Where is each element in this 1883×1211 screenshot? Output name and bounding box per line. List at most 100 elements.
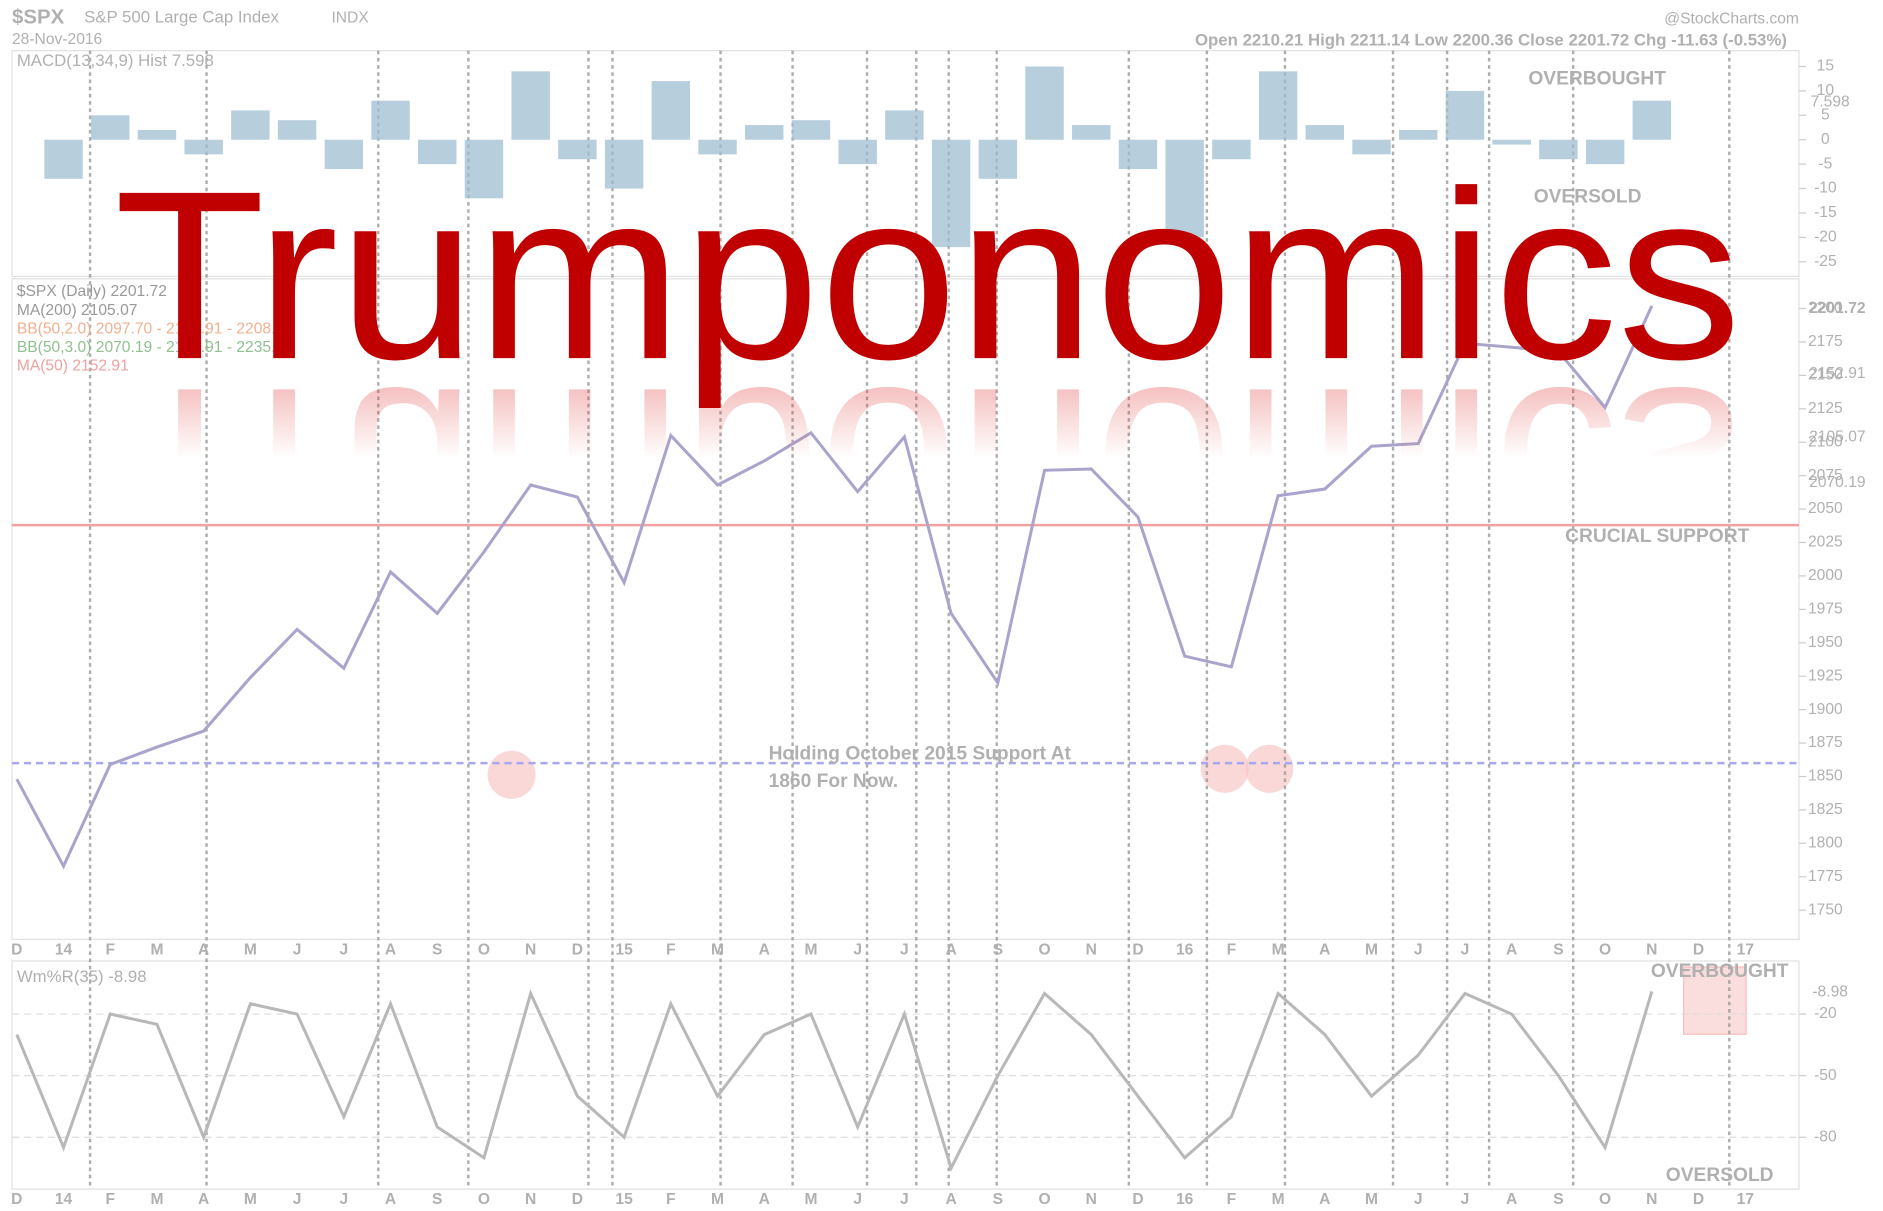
macd-bar [1352,139,1391,155]
headline-reflection: Trumponomics [114,338,1741,606]
x-tick-label: J [1414,941,1423,958]
x-tick-label: M [711,1191,724,1208]
x-tick-label: F [105,941,115,958]
panel-title: Wm%R(35) -8.98 [17,967,147,986]
legend-entry: MA(50) 2152.91 [17,358,129,375]
annotation: OVERSOLD [1534,186,1642,207]
y-tick-label: 1950 [1808,634,1843,651]
macd-bar [418,139,457,165]
y-tick-label: 2200 [1808,300,1843,317]
y-tick-label: 2000 [1808,567,1843,584]
macd-bar [184,139,223,155]
x-tick-label: M [244,1191,257,1208]
y-tick-label: 2050 [1808,500,1843,517]
x-tick-label: J [1414,1191,1423,1208]
y-tick-label: 2175 [1808,333,1843,350]
y-tick-label: 1875 [1808,734,1843,751]
macd-bar [1212,139,1251,160]
x-tick-label: D [1132,941,1143,958]
y-tick-label: 0 [1821,131,1830,148]
macd-bar [1305,125,1345,140]
legend-entry: MA(200) 2105.07 [17,302,138,319]
x-tick-label: M [244,941,257,958]
y-tick-label: 1925 [1808,667,1843,684]
macd-bar [1258,71,1298,140]
y-tick-label: 1850 [1808,768,1843,785]
x-tick-label: D [1132,1191,1143,1208]
x-tick-label: N [1646,941,1657,958]
right-value-label: 2105.07 [1809,428,1865,445]
x-tick-label: M [804,1191,817,1208]
macd-bar [371,100,410,140]
x-tick-label: 17 [1737,941,1754,958]
x-tick-label: S [993,941,1003,958]
x-tick-label: D [1693,1191,1704,1208]
y-tick-label: 1775 [1808,868,1843,885]
y-tick-label: 1750 [1808,901,1843,918]
y-tick-label: 10 [1817,82,1835,99]
low-marker [487,750,536,799]
x-tick-label: O [478,1191,490,1208]
date: 28-Nov-2016 [12,31,102,48]
macd-bar [745,125,784,140]
macd-bar [1539,139,1578,160]
ohlc: Open 2210.21 High 2211.14 Low 2200.36 Cl… [1195,31,1787,50]
y-tick-label: -15 [1814,204,1837,221]
y-tick-label: -10 [1814,180,1837,197]
y-tick-label: -50 [1814,1067,1837,1084]
macd-bar [558,139,597,160]
legend-entry: $SPX (Daily) 2201.72 [17,283,167,300]
x-tick-label: N [525,1191,536,1208]
right-value-label: 2070.19 [1809,474,1865,491]
x-tick-label: M [150,941,163,958]
x-tick-label: 15 [615,941,633,958]
x-tick-label: J [293,1191,302,1208]
macd-bar [1445,90,1485,140]
y-tick-label: -80 [1814,1128,1837,1145]
index-name: S&P 500 Large Cap Index [84,8,279,27]
x-tick-label: N [1086,1191,1097,1208]
macd-bar [1492,139,1531,145]
x-tick-label: 14 [55,941,73,958]
macd-bar [1118,139,1158,170]
x-tick-label: O [1599,941,1611,958]
macd-bar [1165,139,1204,238]
x-tick-label: J [339,1191,348,1208]
low-marker [1200,744,1249,793]
y-tick-label: 5 [1821,106,1830,123]
macd-bar [1072,125,1111,140]
x-tick-label: A [759,941,770,958]
y-tick-label: 2150 [1808,366,1843,383]
macd-bar [651,81,691,140]
x-tick-label: N [525,941,536,958]
x-tick-label: F [666,1191,676,1208]
x-tick-label: M [150,1191,163,1208]
annotation: Holding October 2015 Support At [769,743,1072,764]
price-line [15,305,1654,870]
x-tick-label: J [900,941,909,958]
x-tick-label: A [1506,941,1517,958]
x-tick-label: F [105,1191,115,1208]
x-tick-label: J [293,941,302,958]
x-tick-label: J [1461,1191,1470,1208]
x-tick-label: A [1319,941,1330,958]
macd-bar [1585,139,1625,165]
x-tick-label: S [432,1191,442,1208]
x-tick-label: A [1319,1191,1330,1208]
x-tick-label: 14 [55,1191,73,1208]
last-value-label: 7.598 [1811,93,1850,110]
panel-title: MACD(13,34,9) Hist 7.598 [17,51,214,70]
x-tick-label: N [1086,941,1097,958]
macd-bar [838,139,877,165]
annotation: OVERBOUGHT [1651,961,1789,982]
x-tick-label: D [11,1191,22,1208]
x-tick-label: M [1272,941,1285,958]
y-tick-label: 2100 [1808,433,1843,450]
low-marker [1245,744,1294,793]
symbol: $SPX [12,7,65,29]
macd-bar [978,139,1018,179]
x-tick-label: O [1038,941,1050,958]
x-tick-label: O [1038,1191,1050,1208]
exchange: INDX [331,9,369,26]
